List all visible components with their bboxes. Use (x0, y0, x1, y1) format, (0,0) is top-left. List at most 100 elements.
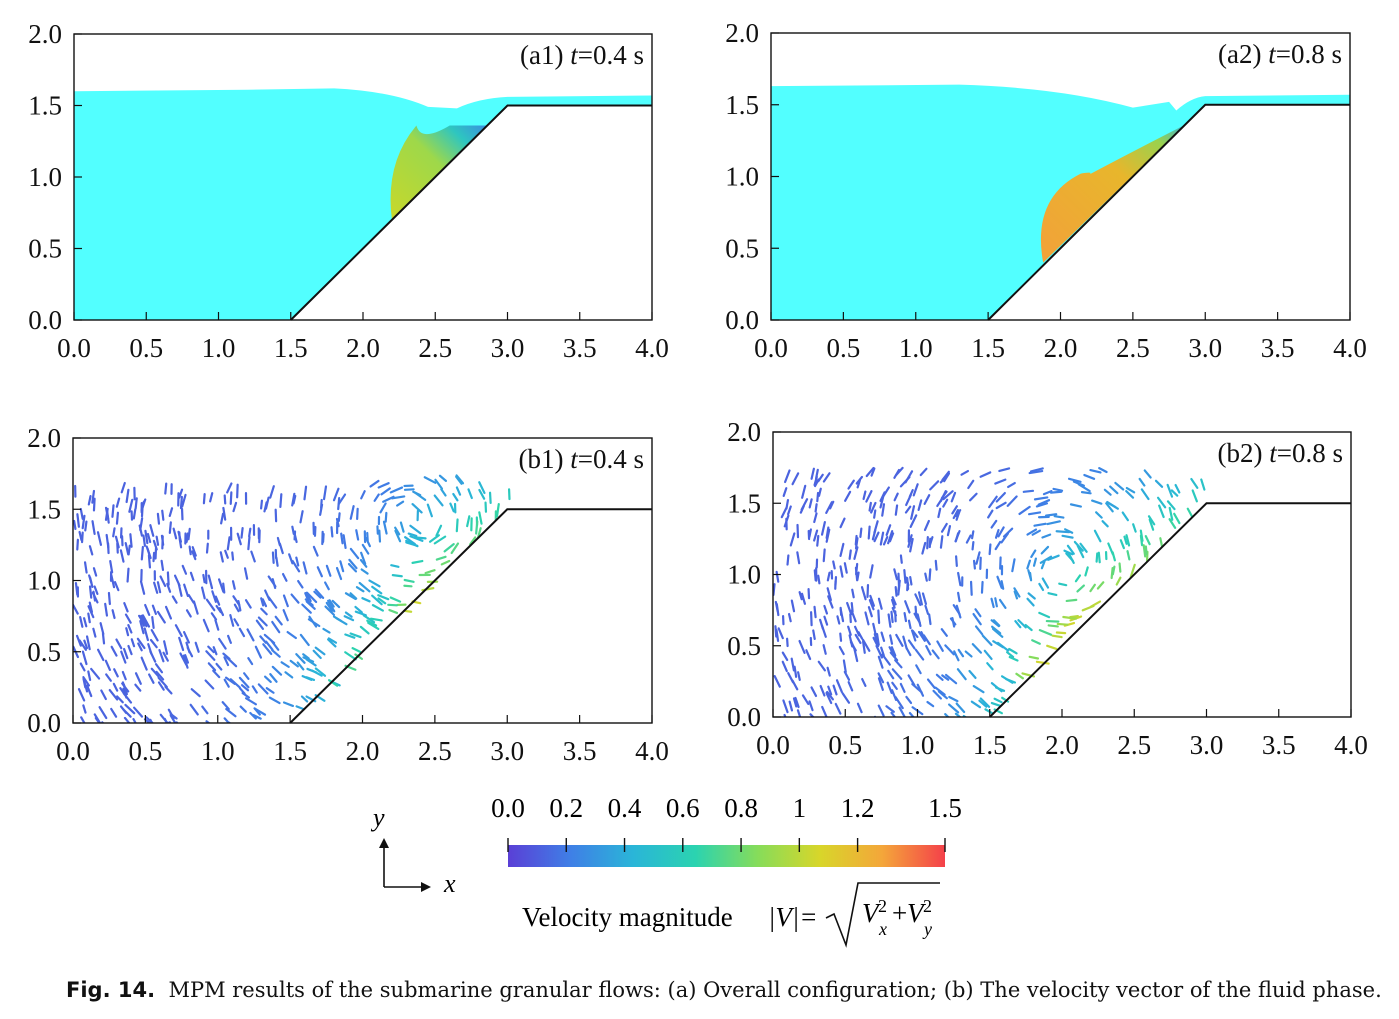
velocity-vector (92, 497, 96, 512)
velocity-vector (215, 662, 223, 671)
velocity-vector (854, 633, 862, 645)
velocity-vector (187, 527, 191, 541)
velocity-vector (1089, 583, 1096, 593)
velocity-vector (394, 529, 402, 543)
velocity-vector (105, 673, 112, 682)
slope-boundary (989, 502, 1351, 718)
velocity-vector (1186, 507, 1193, 518)
velocity-vector (440, 488, 447, 497)
velocity-vector (355, 529, 360, 541)
velocity-vector (1037, 499, 1051, 506)
velocity-vector (780, 507, 788, 519)
x-tick-label: 0.0 (57, 333, 91, 363)
colorbar-formula: |V|= V 2 x + V 2 y (768, 882, 940, 948)
velocity-vector (865, 489, 873, 503)
velocity-vector (907, 619, 912, 630)
velocity-vector (181, 493, 187, 508)
velocity-vector (411, 559, 424, 564)
x-tick-label: 2.0 (346, 736, 380, 766)
velocity-vector (946, 525, 952, 537)
velocity-vector (846, 601, 853, 616)
caption-text: MPM results of the submarine granular fl… (168, 978, 1382, 1002)
velocity-vector (1139, 534, 1144, 547)
velocity-vector (890, 711, 897, 717)
velocity-vector (150, 629, 159, 642)
velocity-vector (925, 645, 932, 656)
velocity-vector (232, 501, 238, 513)
velocity-vector (311, 669, 323, 677)
velocity-vector (799, 505, 805, 514)
velocity-vector (894, 659, 903, 669)
velocity-vector (1093, 529, 1102, 543)
velocity-vector (433, 535, 447, 545)
velocity-vector (351, 647, 362, 653)
velocity-vector (783, 469, 791, 484)
velocity-vector (212, 669, 221, 679)
velocity-vector (796, 551, 801, 565)
velocity-vector (243, 672, 250, 680)
velocity-vector (965, 534, 972, 544)
velocity-vector (366, 619, 378, 627)
velocity-vector (92, 567, 98, 577)
velocity-vector (243, 567, 249, 580)
velocity-vector (1017, 619, 1027, 629)
velocity-vector (980, 580, 984, 594)
velocity-vector (111, 504, 115, 518)
velocity-vector (979, 471, 992, 478)
velocity-vector (87, 670, 92, 682)
velocity-vector (423, 476, 437, 484)
velocity-vector (1029, 467, 1044, 473)
velocity-vector (1111, 551, 1116, 562)
velocity-vector (263, 633, 276, 645)
velocity-vector (942, 498, 949, 508)
y-tick-label: 0.0 (28, 305, 62, 335)
velocity-vector (877, 704, 885, 717)
velocity-vector (969, 580, 973, 596)
velocity-vector (151, 615, 155, 629)
velocity-vector (269, 673, 278, 683)
velocity-vector (1191, 489, 1198, 503)
velocity-vector (861, 638, 871, 652)
velocity-vector (1038, 629, 1053, 636)
panel-label: (b1) t=0.4 s (519, 444, 644, 474)
velocity-vector (384, 511, 388, 523)
velocity-vector (88, 601, 94, 614)
velocity-vector (810, 467, 815, 480)
velocity-vector (339, 560, 345, 573)
velocity-vector (808, 700, 814, 712)
velocity-vector (443, 543, 455, 553)
velocity-vector (314, 588, 325, 599)
velocity-vector (257, 683, 269, 695)
velocity-vector (944, 673, 958, 685)
velocity-vector (1125, 490, 1135, 499)
velocity-vector (221, 701, 230, 711)
velocity-vector (1065, 598, 1078, 603)
velocity-vector (990, 701, 1002, 707)
velocity-vector (868, 599, 875, 611)
velocity-vector (261, 598, 268, 608)
velocity-vector (189, 571, 195, 582)
velocity-vector (1015, 672, 1024, 680)
velocity-vector (295, 653, 306, 664)
velocity-vector (115, 638, 123, 650)
velocity-vector (328, 599, 335, 608)
velocity-vector (411, 503, 423, 514)
x-tick-label: 3.5 (563, 333, 597, 363)
velocity-vector (382, 520, 388, 535)
velocity-vector (184, 654, 190, 664)
velocity-vector (247, 535, 251, 551)
velocity-vector (305, 600, 316, 610)
velocity-vector (149, 524, 155, 537)
velocity-vector (1111, 565, 1116, 576)
velocity-vector (1076, 584, 1085, 593)
velocity-vector (125, 627, 130, 637)
velocity-vector (894, 586, 898, 597)
velocity-vector (935, 673, 944, 681)
velocity-vector (360, 551, 367, 565)
velocity-vector (344, 651, 357, 661)
axes-legend: y x (370, 803, 456, 898)
panel-label: (a2) t=0.8 s (1218, 39, 1342, 69)
velocity-vector (826, 690, 834, 701)
velocity-vector (156, 581, 162, 594)
velocity-vector (113, 580, 120, 592)
